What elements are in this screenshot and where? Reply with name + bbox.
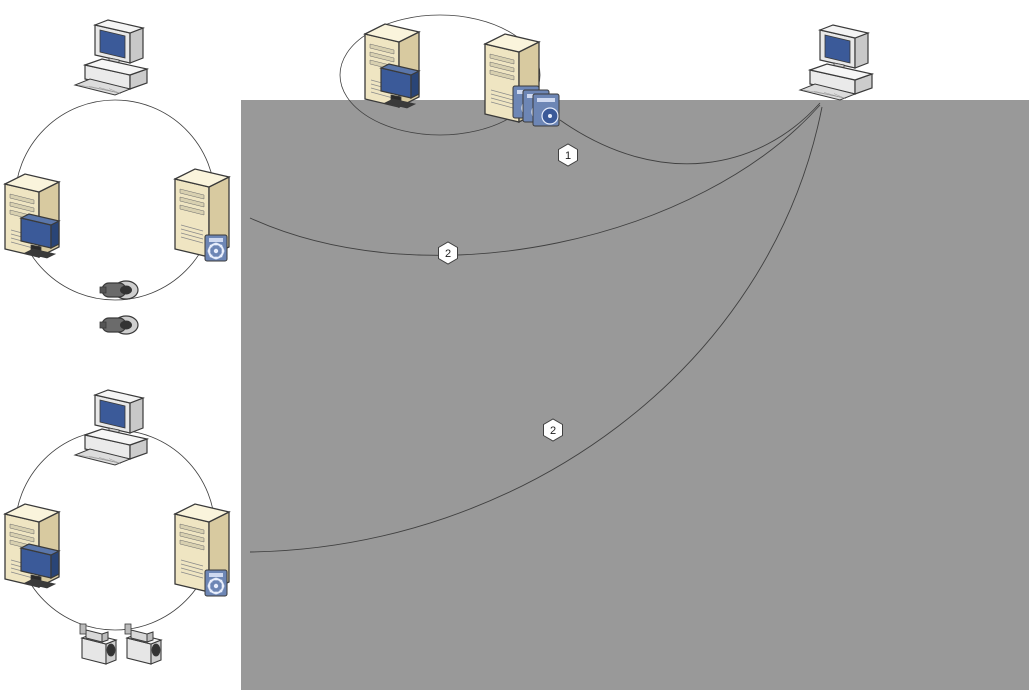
link-badge: 2 xyxy=(439,242,458,264)
camcorder-icon xyxy=(125,624,161,664)
link-badge-label: 1 xyxy=(565,150,571,162)
dome-camera-icon xyxy=(100,281,138,299)
link-badge-label: 2 xyxy=(445,248,451,260)
workstation-icon xyxy=(75,390,147,465)
server-with-disks-icon xyxy=(485,34,559,126)
server-with-gear-icon xyxy=(175,169,229,261)
link-badge-label: 2 xyxy=(550,425,556,437)
workstation-icon xyxy=(800,25,872,100)
server-with-monitor-icon xyxy=(5,504,59,588)
server-with-gear-icon xyxy=(175,504,229,596)
server-with-monitor-icon xyxy=(365,24,419,108)
dome-camera-icon xyxy=(100,316,138,334)
background-panel xyxy=(241,100,1029,690)
server-with-monitor-icon xyxy=(5,174,59,258)
link-badge: 1 xyxy=(559,144,578,166)
link-badge: 2 xyxy=(544,419,563,441)
workstation-icon xyxy=(75,20,147,95)
